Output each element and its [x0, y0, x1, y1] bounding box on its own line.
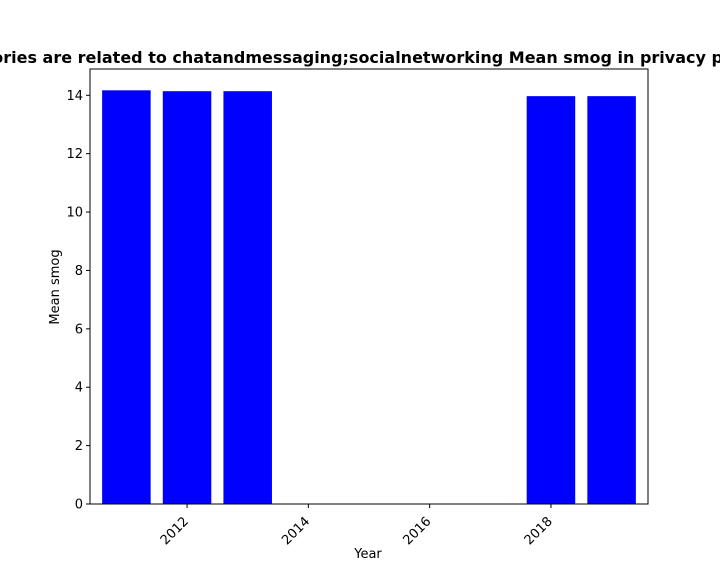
y-tick-label: 2 [75, 439, 83, 454]
bars-group [102, 90, 636, 505]
x-axis: 2012 2014 2016 2018 [158, 504, 556, 548]
x-tick-label: 2012 [158, 514, 192, 548]
x-tick-label: 2018 [522, 514, 556, 548]
x-axis-label: Year [353, 547, 382, 562]
chart-title: Categories are related to chatandmessagi… [0, 48, 720, 67]
x-tick-label: 2014 [279, 514, 313, 548]
y-tick-label: 10 [66, 206, 83, 221]
y-tick-label: 14 [66, 89, 83, 104]
y-axis-label: Mean smog [48, 249, 63, 324]
y-axis: 0 2 4 6 8 10 12 14 [66, 89, 90, 513]
bar-2011 [102, 90, 151, 505]
y-tick-label: 8 [75, 264, 83, 279]
bar-2019 [587, 96, 636, 505]
bar-2013 [223, 91, 272, 504]
y-tick-label: 0 [75, 498, 83, 513]
x-tick-label: 2016 [400, 514, 434, 548]
bar-2018 [526, 96, 576, 505]
y-tick-label: 6 [75, 322, 83, 337]
y-tick-label: 4 [75, 381, 83, 396]
bar-2012 [162, 91, 212, 504]
y-tick-label: 12 [66, 147, 83, 162]
plot-area-frame [89, 68, 649, 505]
